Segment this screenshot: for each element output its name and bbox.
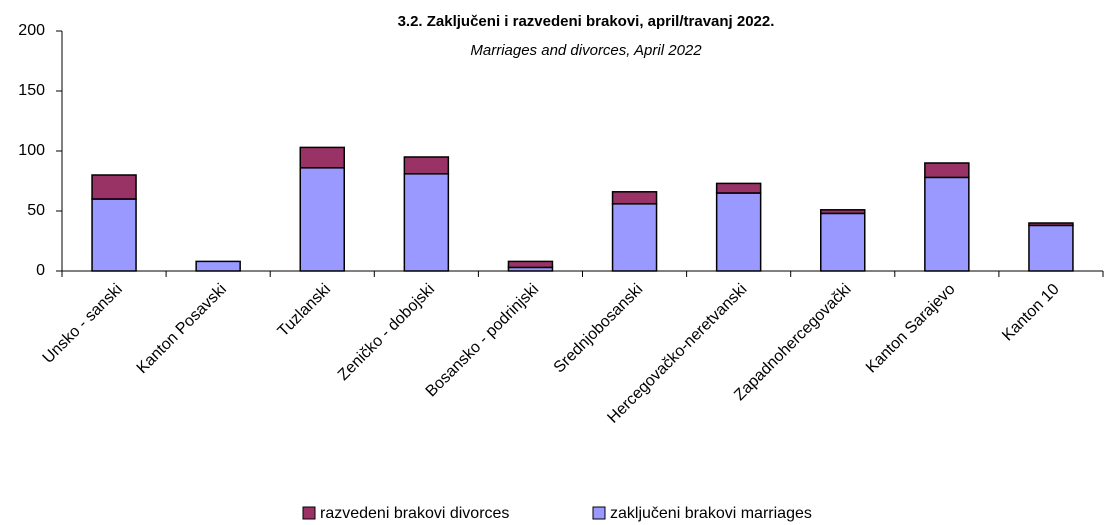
bar-segment [715, 192, 762, 272]
x-tick-label: Kanton Sarajevo [863, 281, 959, 377]
x-tick-label: Zapadnohercegovački [731, 281, 854, 404]
y-tick-label: 50 [27, 202, 45, 219]
bar-segment [611, 191, 658, 205]
x-tick-label: Srednjobosanski [551, 281, 647, 377]
chart-title: 3.2. Zaključeni i razvedeni brakovi, apr… [398, 13, 775, 30]
bar-segment [195, 260, 241, 272]
y-tick-label: 0 [36, 262, 45, 279]
bar-segment [924, 162, 970, 179]
y-tick-label: 200 [18, 22, 45, 39]
bar-segment [820, 209, 866, 215]
x-tick-label: Kanton Posavski [134, 281, 230, 377]
bar-segment [299, 167, 345, 272]
chart-subtitle: Marriages and divorces, April 2022 [470, 42, 702, 59]
bar-segment [91, 198, 137, 272]
bar-segment [403, 156, 450, 175]
bar-segment [1028, 222, 1074, 227]
legend-swatch [592, 506, 606, 520]
bar-segment [299, 146, 345, 169]
bar-segment [403, 173, 450, 272]
bar-segment [611, 203, 658, 272]
bar-segment [507, 260, 554, 269]
x-tick-label: Kanton 10 [999, 281, 1063, 345]
x-tick-label: Unsko - sanski [40, 281, 126, 367]
x-tick-label: Bosansko - podrinjski [423, 281, 543, 401]
legend-label: zaključeni brakovi marriages [610, 505, 812, 522]
legend-swatch [302, 506, 316, 520]
bar-segment [91, 174, 137, 200]
x-tick-label: Tuzlanski [275, 281, 334, 340]
y-tick-label: 100 [18, 142, 45, 159]
legend-label: razvedeni brakovi divorces [320, 505, 509, 522]
bar-segment [1028, 224, 1074, 272]
bar-segment [820, 212, 866, 272]
x-tick-label: Zeničko - dobojski [335, 281, 438, 384]
bar-segment [924, 176, 970, 272]
y-tick-label: 150 [18, 82, 45, 99]
bar-segment [715, 182, 762, 194]
